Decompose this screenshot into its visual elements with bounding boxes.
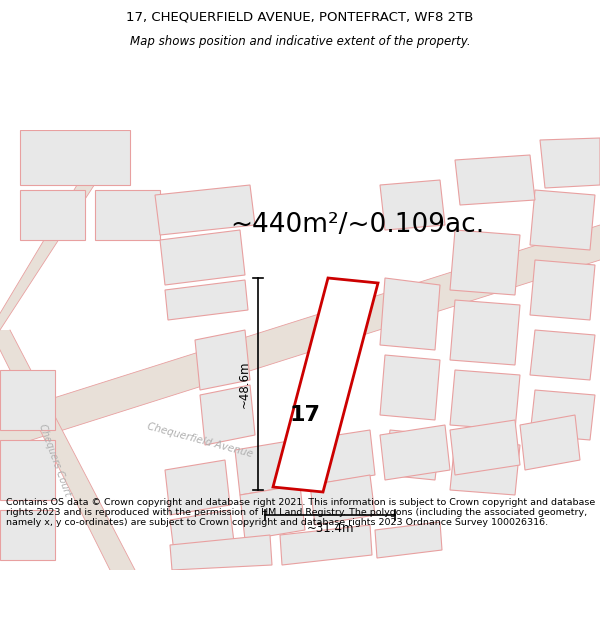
Polygon shape — [20, 190, 85, 240]
Polygon shape — [520, 415, 580, 470]
Polygon shape — [385, 430, 440, 480]
Polygon shape — [20, 130, 130, 185]
Polygon shape — [380, 355, 440, 420]
Polygon shape — [450, 300, 520, 365]
Polygon shape — [540, 138, 600, 188]
Text: Contains OS data © Crown copyright and database right 2021. This information is : Contains OS data © Crown copyright and d… — [6, 498, 595, 528]
Polygon shape — [450, 440, 520, 495]
Polygon shape — [240, 485, 305, 540]
Polygon shape — [450, 230, 520, 295]
Polygon shape — [170, 535, 272, 570]
Polygon shape — [273, 278, 378, 492]
Polygon shape — [165, 280, 248, 320]
Polygon shape — [530, 190, 595, 250]
Polygon shape — [280, 525, 372, 565]
Text: Chequerfield Avenue: Chequerfield Avenue — [146, 421, 254, 459]
Polygon shape — [380, 425, 450, 480]
Polygon shape — [0, 510, 55, 560]
Polygon shape — [450, 420, 520, 475]
Text: Chequers Court: Chequers Court — [37, 422, 73, 498]
Polygon shape — [165, 460, 230, 515]
Polygon shape — [95, 190, 160, 240]
Text: Map shows position and indicative extent of the property.: Map shows position and indicative extent… — [130, 35, 470, 48]
Polygon shape — [530, 390, 595, 440]
Polygon shape — [380, 180, 445, 230]
Text: ~31.4m: ~31.4m — [306, 522, 354, 536]
Polygon shape — [455, 155, 535, 205]
Polygon shape — [530, 330, 595, 380]
Polygon shape — [155, 185, 255, 235]
Text: 17, CHEQUERFIELD AVENUE, PONTEFRACT, WF8 2TB: 17, CHEQUERFIELD AVENUE, PONTEFRACT, WF8… — [127, 10, 473, 23]
Polygon shape — [0, 225, 600, 450]
Text: ~48.6m: ~48.6m — [238, 360, 251, 408]
Polygon shape — [0, 370, 55, 430]
Polygon shape — [0, 330, 135, 570]
Polygon shape — [160, 230, 245, 285]
Polygon shape — [235, 440, 300, 495]
Polygon shape — [0, 130, 130, 330]
Text: ~440m²/~0.109ac.: ~440m²/~0.109ac. — [230, 212, 484, 238]
Polygon shape — [200, 385, 255, 445]
Text: 17: 17 — [290, 405, 320, 425]
Polygon shape — [450, 370, 520, 430]
Polygon shape — [530, 260, 595, 320]
Polygon shape — [195, 330, 250, 390]
Polygon shape — [310, 475, 375, 525]
Polygon shape — [305, 430, 375, 485]
Polygon shape — [0, 440, 55, 500]
Polygon shape — [170, 510, 235, 560]
Polygon shape — [375, 522, 442, 558]
Polygon shape — [380, 278, 440, 350]
